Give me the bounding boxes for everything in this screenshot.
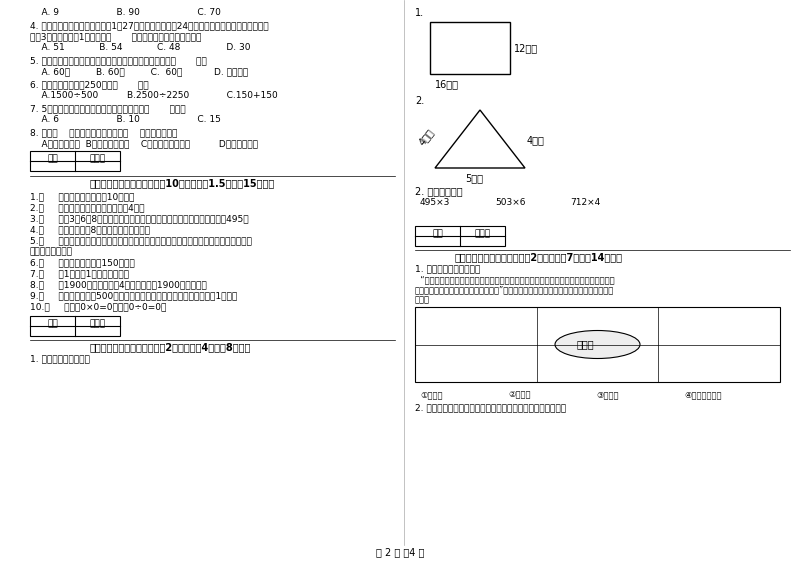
Text: 2. 下面是气温自测仪上记录的某天四个不同时间的气温情况：: 2. 下面是气温自测仪上记录的某天四个不同时间的气温情况：	[415, 403, 566, 412]
Text: A. 60秒         B. 60分         C.  60时           D. 无法确定: A. 60秒 B. 60分 C. 60时 D. 无法确定	[30, 67, 248, 76]
Text: 得分: 得分	[47, 154, 58, 163]
Text: 9.（     ）小明家离学校500米，他每天上学、回家，一个来回一共要走1千米。: 9.（ ）小明家离学校500米，他每天上学、回家，一个来回一共要走1千米。	[30, 291, 238, 300]
Text: 1. 求下面图形的周长。: 1. 求下面图形的周长。	[30, 354, 90, 363]
Text: 四、看清题目，细心计算（共2小题，每题4分，共8分）。: 四、看清题目，细心计算（共2小题，每题4分，共8分）。	[90, 342, 251, 352]
Text: 得分: 得分	[47, 319, 58, 328]
Text: ②男装区: ②男装区	[508, 390, 530, 399]
Text: 4. 学校开设两个兴趣小组，三（1）27人参加书画小组，24人参加棋艺小组，两个小组都参加: 4. 学校开设两个兴趣小组，三（1）27人参加书画小组，24人参加棋艺小组，两个…	[30, 21, 269, 30]
Text: 置上。: 置上。	[415, 295, 430, 304]
Text: 1. 仔细观察，认真填空。: 1. 仔细观察，认真填空。	[415, 264, 480, 273]
Text: ④中老年服装区: ④中老年服装区	[684, 390, 722, 399]
Text: 4.（     ）一个两位敗8，积一定也是两为数。: 4.（ ）一个两位敗8，积一定也是两为数。	[30, 225, 150, 234]
Bar	[415, 307, 780, 382]
Text: ③女装区: ③女装区	[596, 390, 618, 399]
Ellipse shape	[555, 331, 640, 359]
Text: 3.（     ）用3、6、8这三个数字组成的最大三位数与最小三位数，它们相差495。: 3.（ ）用3、6、8这三个数字组成的最大三位数与最小三位数，它们相差495。	[30, 214, 249, 223]
Text: 评卷人: 评卷人	[474, 229, 490, 238]
Bar	[415, 226, 505, 246]
Bar	[430, 22, 510, 74]
Text: 得分: 得分	[432, 229, 443, 238]
Text: 8. 明天（    ）会下雨，今天下午我（    ）游遍全世界。: 8. 明天（ ）会下雨，今天下午我（ ）游遍全世界。	[30, 128, 178, 137]
Bar	[30, 151, 120, 171]
Text: 5. 时针从上一个数字到相邻的下一个数字，经过的时间是（       ）。: 5. 时针从上一个数字到相邻的下一个数字，经过的时间是（ ）。	[30, 56, 206, 65]
Text: ①童装区: ①童装区	[420, 390, 442, 399]
Text: 6. 下面的结果刚好是250的是（       ）。: 6. 下面的结果刚好是250的是（ ）。	[30, 80, 149, 89]
Text: A. 9                    B. 90                    C. 70: A. 9 B. 90 C. 70	[30, 8, 221, 17]
Text: 6.（     ）一本故事书约重150千克。: 6.（ ）一本故事书约重150千克。	[30, 258, 134, 267]
Text: A. 6                    B. 10                    C. 15: A. 6 B. 10 C. 15	[30, 115, 221, 124]
Text: A. 51            B. 54            C. 48                D. 30: A. 51 B. 54 C. 48 D. 30	[30, 43, 250, 52]
Text: 的有3人，那么三（1）一共有（       ）人参加了书画和棋艺小组。: 的有3人，那么三（1）一共有（ ）人参加了书画和棋艺小组。	[30, 32, 202, 41]
Text: A、一定，可能  B、可能，不可能    C、不可能，不可能          D、可能，可能: A、一定，可能 B、可能，不可能 C、不可能，不可能 D、可能，可能	[30, 139, 258, 148]
Text: 12厘米: 12厘米	[514, 43, 538, 53]
Text: 假山石: 假山石	[577, 340, 594, 350]
Text: 评卷人: 评卷人	[90, 319, 106, 328]
Text: 5.（     ）用同一条铁丝先围成一个最大的正方形，再围成一个最大的长方形，长方形和正: 5.（ ）用同一条铁丝先围成一个最大的正方形，再围成一个最大的长方形，长方形和正	[30, 236, 252, 245]
Text: 评卷人: 评卷人	[90, 154, 106, 163]
Text: 7. 5名同学打乒乓球，每两人打一场，共要打（       ）场。: 7. 5名同学打乒乓球，每两人打一场，共要打（ ）场。	[30, 104, 186, 113]
Text: 1.: 1.	[415, 8, 424, 18]
Text: 712×4: 712×4	[570, 198, 600, 207]
Text: A.1500÷500          B.2500÷2250             C.150+150: A.1500÷500 B.2500÷2250 C.150+150	[30, 91, 278, 100]
Text: 7.（     ）1吞棉与1吞锁花一样重。: 7.（ ）1吞棉与1吞锁花一样重。	[30, 269, 129, 278]
Text: “走进服装城大门，正北面是假山石和童装区，假山的东面是中老年服装区，假山的西北: “走进服装城大门，正北面是假山石和童装区，假山的东面是中老年服装区，假山的西北	[415, 275, 614, 284]
Text: 第 2 页 共4 页: 第 2 页 共4 页	[376, 547, 424, 557]
Text: 8.（     ）1900年的年份数是4的倍数，所以1900年是闰年。: 8.（ ）1900年的年份数是4的倍数，所以1900年是闰年。	[30, 280, 206, 289]
Text: 五、认真思考，综合能力（共2小题，每题7分，共14分）。: 五、认真思考，综合能力（共2小题，每题7分，共14分）。	[455, 252, 623, 262]
Text: 5分米: 5分米	[465, 173, 483, 183]
Text: 503×6: 503×6	[495, 198, 526, 207]
Text: 方形的周长相等。: 方形的周长相等。	[30, 247, 73, 256]
Text: 2.: 2.	[415, 96, 424, 106]
Text: 三、仔细推敲，正确判断（共10小题，每题1.5分，共15分）。: 三、仔细推敲，正确判断（共10小题，每题1.5分，共15分）。	[90, 178, 275, 188]
Text: 10.（     ）因为0×0=0，所以0÷0=0。: 10.（ ）因为0×0=0，所以0÷0=0。	[30, 302, 166, 311]
Text: 4分米: 4分米	[527, 135, 545, 145]
Text: 2.（     ）正方形的周长是它的边长的4倍。: 2.（ ）正方形的周长是它的边长的4倍。	[30, 203, 145, 212]
Text: 1.（     ）小明家客厅面积是10公顼。: 1.（ ）小明家客厅面积是10公顼。	[30, 192, 134, 201]
Bar	[30, 316, 120, 336]
Text: 边是男装区，男装区的南边是女装区。”根据以上的描述请你把服装城的序号标在适当的位: 边是男装区，男装区的南边是女装区。”根据以上的描述请你把服装城的序号标在适当的位	[415, 285, 614, 294]
Text: 4分米: 4分米	[417, 127, 436, 147]
Text: 495×3: 495×3	[420, 198, 450, 207]
Text: 2. 估算并计算。: 2. 估算并计算。	[415, 186, 462, 196]
Text: 16厘米: 16厘米	[435, 79, 459, 89]
